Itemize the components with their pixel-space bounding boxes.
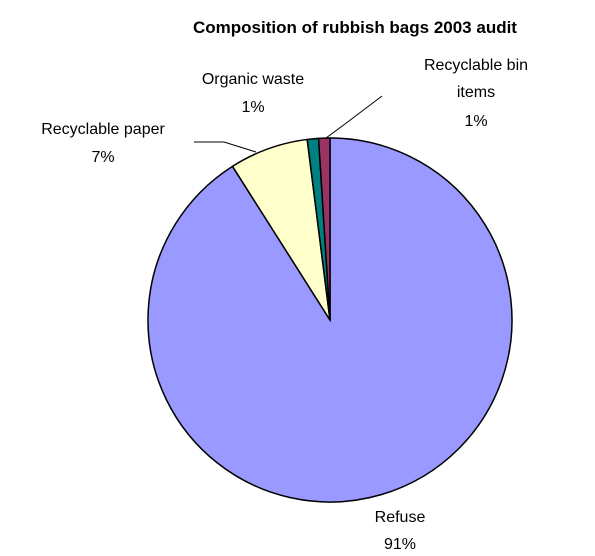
slice-label-recyclable-bin-items-name-line2: items — [457, 84, 495, 101]
leader-line-recyclable-bin-items — [325, 95, 383, 139]
slice-label-refuse-value: 91% — [384, 536, 416, 553]
slice-label-organic-waste-name: Organic waste — [202, 71, 304, 88]
leader-lines — [194, 95, 383, 153]
slice-label-recyclable-bin-items-name-line1: Recyclable bin — [424, 57, 528, 74]
slice-labels: Refuse 91% Recyclable paper 7% Organic w… — [41, 57, 528, 553]
pie-slice-recyclable-bin-items — [317, 137, 331, 321]
pie-slices — [147, 137, 513, 503]
slice-label-recyclable-bin-items-value: 1% — [464, 113, 487, 130]
leader-line-recyclable-paper — [194, 141, 257, 153]
slice-label-organic-waste-value: 1% — [241, 99, 264, 116]
chart-title: Composition of rubbish bags 2003 audit — [193, 18, 517, 37]
slice-label-refuse-name: Refuse — [375, 509, 426, 526]
slice-label-recyclable-paper-name: Recyclable paper — [41, 121, 165, 138]
slice-label-recyclable-paper-value: 7% — [91, 149, 114, 166]
